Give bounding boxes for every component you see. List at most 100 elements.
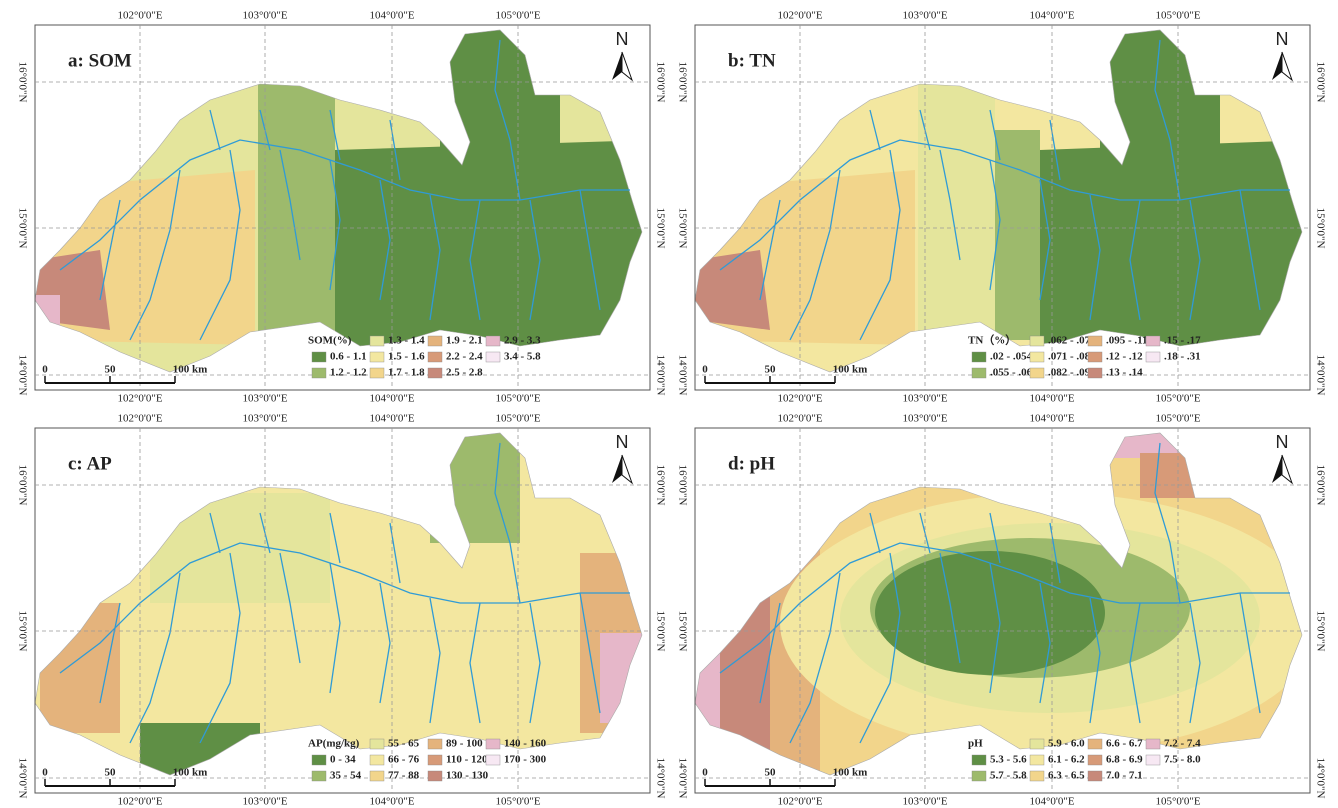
lat-label: 14°0'0"N	[1314, 355, 1326, 396]
zone	[335, 140, 650, 350]
legend-swatch	[370, 336, 384, 346]
legend-swatch	[972, 368, 986, 378]
legend-label: 140 - 160	[504, 738, 547, 750]
legend-label: 0.6 - 1.1	[330, 351, 367, 363]
lon-label: 103°0'0"E	[242, 796, 287, 808]
legend-swatch	[1146, 352, 1160, 362]
legend-title: SOM(%)	[308, 335, 352, 347]
legend-label: 7.5 - 8.0	[1164, 754, 1201, 766]
panel-title: d: pH	[728, 453, 775, 474]
zone	[35, 295, 60, 330]
lat-label: 16°0'0"N	[16, 465, 28, 506]
legend-swatch	[370, 755, 384, 765]
lon-label: 102°0'0"E	[117, 10, 162, 22]
legend-label: 6.1 - 6.2	[1048, 754, 1085, 766]
lon-label: 103°0'0"E	[902, 796, 947, 808]
north-arrow	[1282, 455, 1292, 483]
lat-label: 14°0'0"N	[676, 355, 688, 396]
lat-label: 15°0'0"N	[16, 208, 28, 249]
lon-label: 104°0'0"E	[1029, 413, 1074, 425]
zone	[430, 433, 520, 543]
lon-label: 103°0'0"E	[902, 10, 947, 22]
legend-swatch	[972, 755, 986, 765]
lon-label: 103°0'0"E	[902, 393, 947, 405]
lon-label: 102°0'0"E	[117, 796, 162, 808]
scale-label: 50	[765, 767, 777, 779]
north-label: N	[1276, 29, 1289, 49]
lat-label: 14°0'0"N	[16, 758, 28, 799]
legend-swatch	[428, 739, 442, 749]
scale-label: 0	[702, 364, 708, 376]
legend-label: 1.5 - 1.6	[388, 351, 425, 363]
scale-label: 50	[765, 364, 777, 376]
zone	[875, 551, 1105, 675]
map-panel: 102°0'0"E102°0'0"E103°0'0"E103°0'0"E104°…	[16, 413, 666, 808]
north-label: N	[616, 29, 629, 49]
lon-label: 102°0'0"E	[777, 796, 822, 808]
legend-swatch	[1030, 336, 1044, 346]
north-arrow	[622, 52, 632, 80]
scale-label: 0	[42, 767, 48, 779]
legend-swatch	[370, 771, 384, 781]
zone	[35, 250, 110, 330]
lon-label: 105°0'0"E	[495, 10, 540, 22]
legend-swatch	[1088, 739, 1102, 749]
legend-label: .12 - .12	[1106, 351, 1143, 363]
zone	[695, 250, 770, 330]
scale-label: 100 km	[833, 767, 868, 779]
lat-label: 16°0'0"N	[1314, 465, 1326, 506]
lon-label: 105°0'0"E	[1155, 413, 1200, 425]
lat-label: 15°0'0"N	[1314, 208, 1326, 249]
zone	[995, 130, 1040, 340]
lat-label: 14°0'0"N	[16, 355, 28, 396]
zone	[40, 603, 120, 733]
legend-label: 5.7 - 5.8	[990, 770, 1027, 782]
legend-swatch	[312, 755, 326, 765]
legend-swatch	[1030, 771, 1044, 781]
legend-swatch	[1030, 755, 1044, 765]
legend-swatch	[312, 771, 326, 781]
lon-label: 105°0'0"E	[495, 413, 540, 425]
legend-swatch	[370, 352, 384, 362]
lat-label: 15°0'0"N	[654, 208, 666, 249]
lat-label: 15°0'0"N	[1314, 611, 1326, 652]
lat-label: 14°0'0"N	[654, 355, 666, 396]
legend-swatch	[1088, 352, 1102, 362]
lon-label: 104°0'0"E	[1029, 796, 1074, 808]
legend-swatch	[312, 352, 326, 362]
lat-label: 16°0'0"N	[676, 465, 688, 506]
lon-label: 102°0'0"E	[117, 393, 162, 405]
legend-label: 1.7 - 1.8	[388, 367, 425, 379]
lon-label: 104°0'0"E	[369, 393, 414, 405]
lon-label: 104°0'0"E	[369, 413, 414, 425]
legend-swatch	[1088, 771, 1102, 781]
legend-label: 1.3 - 1.4	[388, 335, 425, 347]
lat-label: 14°0'0"N	[1314, 758, 1326, 799]
lat-label: 15°0'0"N	[654, 611, 666, 652]
legend-label: 1.2 - 1.2	[330, 367, 367, 379]
legend-label: 110 - 120	[446, 754, 488, 766]
legend-label: 170 - 300	[504, 754, 547, 766]
scale-label: 100 km	[173, 767, 208, 779]
lon-label: 103°0'0"E	[902, 413, 947, 425]
map-panel: 102°0'0"E102°0'0"E103°0'0"E103°0'0"E104°…	[676, 413, 1326, 808]
lat-label: 15°0'0"N	[676, 208, 688, 249]
lon-label: 103°0'0"E	[242, 10, 287, 22]
north-arrow	[612, 455, 622, 483]
legend-swatch	[1030, 352, 1044, 362]
north-arrow	[622, 455, 632, 483]
legend-label: .13 - .14	[1106, 367, 1143, 379]
map-panel: 102°0'0"E102°0'0"E103°0'0"E103°0'0"E104°…	[16, 10, 666, 405]
legend-label: 66 - 76	[388, 754, 420, 766]
basin	[35, 433, 642, 775]
lon-label: 105°0'0"E	[495, 796, 540, 808]
legend-swatch	[972, 771, 986, 781]
panel-title: b: TN	[728, 50, 776, 71]
north-arrow	[1272, 52, 1282, 80]
legend-label: 130 - 130	[446, 770, 489, 782]
legend-label: .18 - .31	[1164, 351, 1201, 363]
legend-label: 7.2 - 7.4	[1164, 738, 1201, 750]
lat-label: 16°0'0"N	[654, 465, 666, 506]
legend-title: pH	[968, 738, 983, 750]
zone	[600, 633, 650, 723]
